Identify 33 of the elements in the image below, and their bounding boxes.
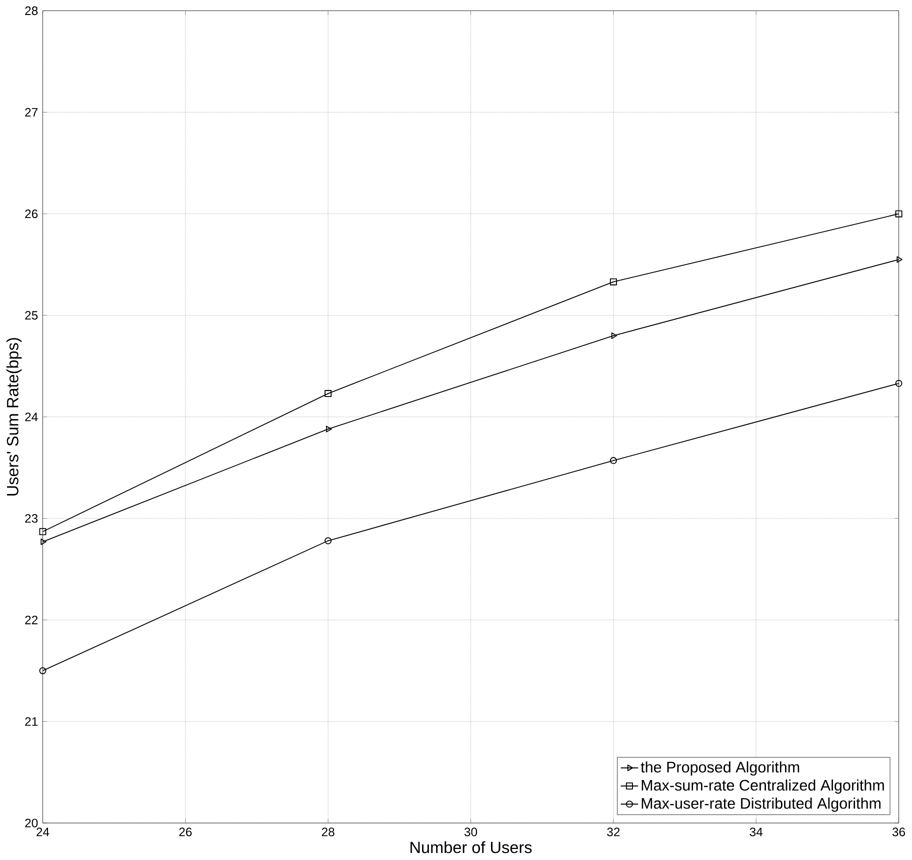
point — [326, 426, 332, 433]
x-tick-label: 32 — [607, 828, 620, 836]
x-tick-label: 24 — [36, 828, 50, 836]
y-tick-label: 23 — [25, 514, 38, 523]
y-tick-label: 24 — [25, 412, 38, 422]
legend-label: Max-user-rate Distributed Algorithm — [642, 798, 880, 812]
point — [895, 380, 902, 388]
point — [610, 457, 617, 464]
point — [39, 667, 46, 674]
legend-label: Max-sum-rate Centralized Algorithm — [642, 780, 884, 794]
x-tick-label: 26 — [179, 828, 192, 836]
x-tick-label: 36 — [892, 828, 906, 836]
point — [896, 256, 902, 263]
x-tick-label: 34 — [750, 828, 763, 836]
point — [610, 278, 617, 286]
y-tick-label: 25 — [25, 311, 38, 320]
y-tick-label: 26 — [25, 210, 38, 218]
y-tick-label: 21 — [25, 717, 38, 726]
point — [611, 332, 618, 340]
x-axis-title: Number of Users — [410, 841, 532, 854]
y-tick-label: 27 — [25, 108, 38, 117]
point — [40, 538, 46, 546]
x-tick-label: 30 — [464, 828, 478, 836]
point — [895, 210, 902, 218]
y-axis-title: Users' Sum Rate(bps) — [6, 338, 22, 496]
x-tick-label: 28 — [322, 828, 334, 836]
point — [324, 537, 332, 544]
point — [39, 528, 46, 536]
point — [324, 390, 332, 398]
y-tick-label: 22 — [25, 616, 38, 624]
y-tick-label: 28 — [25, 6, 38, 16]
y-tick-label: 20 — [25, 818, 38, 828]
legend-label: the Proposed Algorithm — [640, 762, 800, 776]
